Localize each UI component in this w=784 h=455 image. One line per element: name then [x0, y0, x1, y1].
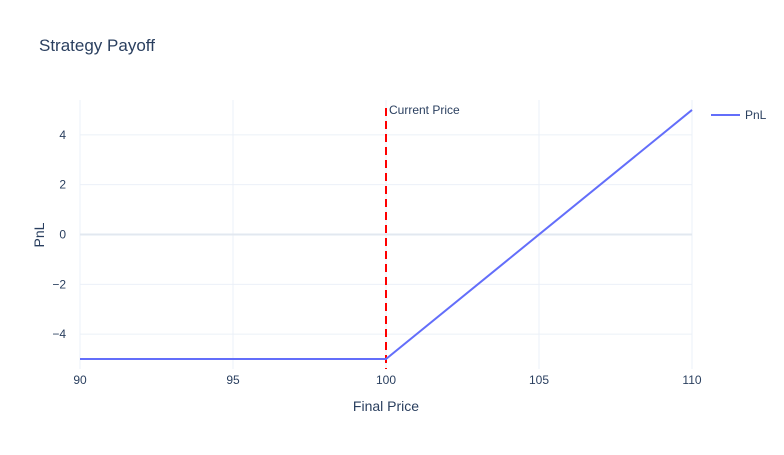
series-line-pnl [80, 109, 693, 361]
y-tick-label: −4 [52, 327, 66, 341]
legend[interactable]: PnL [711, 108, 767, 122]
legend-label: PnL [745, 108, 767, 122]
y-tick-label: 0 [59, 228, 66, 242]
x-tick-label: 95 [226, 373, 240, 387]
x-tick-label: 90 [73, 373, 87, 387]
current-price-label: Current Price [389, 103, 460, 117]
x-tick-label: 110 [682, 373, 701, 387]
x-axis-title: Final Price [353, 398, 419, 414]
series-lines [80, 109, 693, 361]
y-tick-label: 4 [59, 128, 66, 142]
x-tick-label: 100 [376, 373, 396, 387]
y-tick-label: −2 [52, 277, 66, 291]
y-tick-label: 2 [59, 178, 66, 192]
chart-title: Strategy Payoff [39, 36, 155, 55]
annotations: Current Price [385, 103, 460, 369]
x-tick-label: 105 [529, 373, 549, 387]
y-axis-title: PnL [31, 222, 47, 247]
axis-ticks: 90 95 100 105 110 −4 −2 0 2 4 [52, 128, 702, 387]
